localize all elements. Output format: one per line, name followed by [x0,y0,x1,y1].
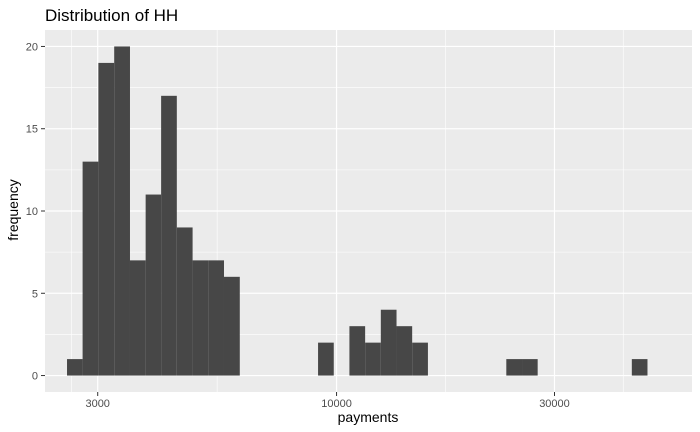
histogram-bar [98,62,115,376]
histogram-bar [412,342,428,376]
y-tick-label: 5 [32,288,38,300]
y-axis-title: frequency [5,179,21,240]
x-axis-title: payments [338,409,399,425]
y-tick-label: 15 [26,124,38,136]
histogram-bar [82,161,99,376]
chart-title: Distribution of HH [45,6,178,25]
histogram-bar [522,359,538,376]
histogram-bar [176,227,193,376]
x-axis: 3000 10000 30000 [85,392,570,410]
histogram-bar [161,95,177,376]
histogram-bar [506,359,523,376]
x-tick-label: 3000 [85,398,109,410]
histogram-bar [396,326,413,376]
histogram-bar [192,260,209,376]
histogram-bar [380,309,397,376]
y-tick-label: 10 [26,206,38,218]
y-axis: 0 5 10 15 20 [26,41,45,383]
x-tick-label: 30000 [539,398,570,410]
histogram-bar [318,342,334,376]
histogram-bar [631,359,648,376]
histogram-bar [114,46,130,376]
histogram-bar [223,276,240,376]
histogram-bar [365,342,381,376]
major-gridlines [45,30,692,392]
histogram-bar [67,359,83,376]
x-tick-label: 10000 [321,398,352,410]
y-tick-label: 20 [26,41,38,53]
histogram-bars [67,46,648,376]
histogram-bar [208,260,224,376]
histogram-bar [145,194,162,376]
histogram-bar [129,260,146,376]
histogram-bar [349,326,366,376]
y-tick-label: 0 [32,371,38,383]
